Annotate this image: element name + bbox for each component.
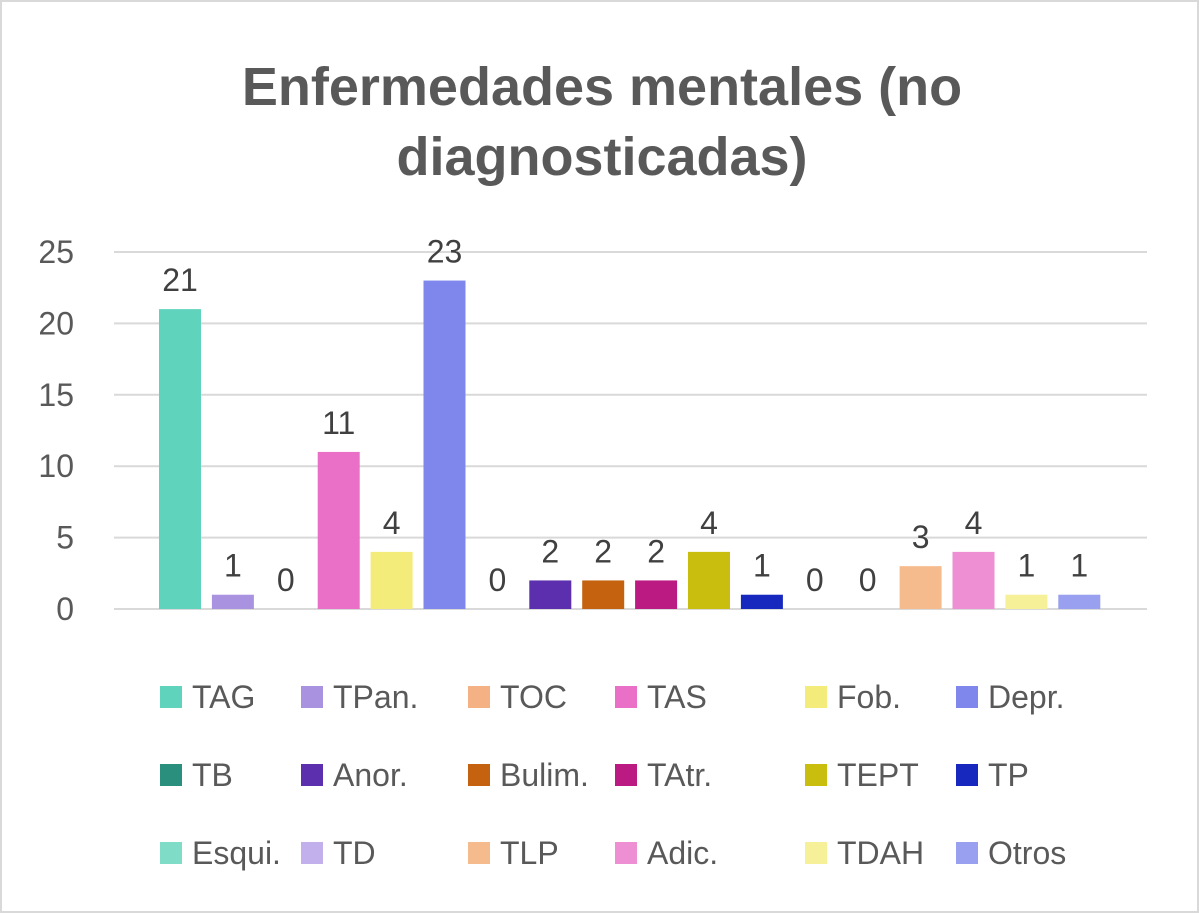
y-tick-label: 10 [38,448,74,484]
bar-tag [159,309,201,609]
legend-item: TD [301,823,468,883]
legend-item: TPan. [301,667,468,727]
y-tick-label: 20 [38,305,74,341]
data-label: 2 [647,533,665,569]
data-label: 3 [912,519,930,555]
data-label: 2 [541,533,559,569]
bar-tp [740,594,783,609]
legend-swatch [160,763,182,786]
legend-label: TB [192,757,233,793]
legend: TAG TPan. TOC TAS Fob. Depr. TB Anor. Bulim. TAtr… [160,667,1160,901]
legend-item: TOC [468,667,615,727]
legend-item: TAtr. [615,745,805,805]
y-tick-label: 15 [38,377,74,413]
bar-otros [1058,594,1101,609]
data-label: 1 [1070,548,1088,584]
legend-label: Esqui. [192,835,281,871]
legend-item: TDAH [805,823,956,883]
chart-title: Enfermedades mentales (no diagnosticadas… [241,57,963,187]
legend-item: TEPT [805,745,956,805]
legend-swatch [805,763,827,786]
legend-swatch [468,685,490,708]
bar-tpan [211,594,254,609]
data-label: 4 [700,505,718,541]
legend-item: TAS [615,667,805,727]
legend-label: TLP [500,835,559,871]
bar-anor [529,580,572,609]
legend-swatch [160,841,182,864]
legend-label: TAtr. [647,757,713,793]
data-label: 0 [806,562,824,598]
bar-bulim [582,580,625,609]
data-label: 21 [162,262,198,298]
legend-swatch [805,841,827,864]
legend-label: Bulim. [500,757,589,793]
y-tick-label: 25 [38,234,74,270]
legend-item: Otros [956,823,1116,883]
legend-label: TPan. [333,679,419,715]
legend-swatch [615,841,637,864]
legend-swatch [160,685,182,708]
legend-item: TB [160,745,301,805]
legend-swatch [615,763,637,786]
legend-item: Anor. [301,745,468,805]
legend-row: TAG TPan. TOC TAS Fob. Depr. [160,667,1160,745]
data-label: 4 [965,505,983,541]
bar-fob [370,551,413,609]
bar-tept [688,551,730,609]
data-label: 2 [594,533,612,569]
legend-label: Fob. [837,679,902,715]
data-label: 0 [489,562,507,598]
legend-item: Esqui. [160,823,301,883]
data-label: 0 [859,562,877,598]
legend-swatch [301,763,323,786]
legend-item: Adic. [615,823,805,883]
legend-row: Esqui. TD TLP Adic. TDAH Otros [160,823,1160,901]
bar-tatr [635,580,678,609]
legend-label: TD [333,835,376,871]
bar-tlp [899,566,942,609]
legend-row: TB Anor. Bulim. TAtr. TEPT TP [160,745,1160,823]
data-label: 11 [322,405,355,441]
data-label: 1 [753,548,771,584]
legend-label: Adic. [647,835,719,871]
legend-label: TOC [500,679,567,715]
legend-item: Depr. [956,667,1116,727]
legend-item: TP [956,745,1116,805]
data-label: 1 [224,548,242,584]
legend-swatch [956,685,978,708]
y-tick-label: 5 [56,520,74,556]
legend-item: Fob. [805,667,956,727]
legend-swatch [805,685,827,708]
legend-label: TEPT [837,757,919,793]
legend-swatch [301,685,323,708]
data-label: 4 [383,505,401,541]
legend-item: TAG [160,667,301,727]
bar-tdah [1005,594,1048,609]
legend-swatch [956,841,978,864]
legend-label: TP [988,757,1029,793]
data-label: 1 [1018,548,1036,584]
legend-item: TLP [468,823,615,883]
legend-label: Anor. [333,757,408,793]
y-tick-label: 0 [56,591,74,627]
legend-label: TDAH [837,835,925,871]
legend-swatch [468,763,490,786]
bar-tas [317,451,360,609]
data-label: 0 [277,562,295,598]
bar-adic [952,551,995,609]
legend-swatch [468,841,490,864]
legend-swatch [956,763,978,786]
legend-label: TAS [647,679,707,715]
legend-item: Bulim. [468,745,615,805]
legend-label: Depr. [988,679,1065,715]
legend-label: TAG [192,679,256,715]
legend-swatch [301,841,323,864]
bar-depr [423,280,466,609]
legend-label: Otros [988,835,1067,871]
data-label: 23 [427,234,463,270]
legend-swatch [615,685,637,708]
